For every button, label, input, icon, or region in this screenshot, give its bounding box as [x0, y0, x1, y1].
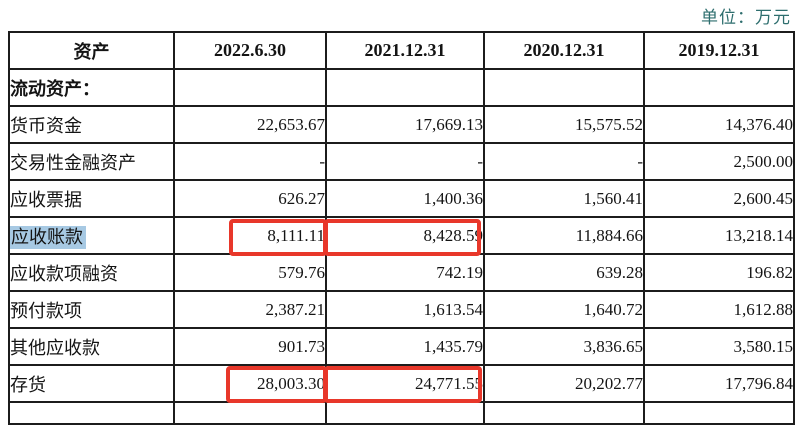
value-cell: 1,435.79: [325, 327, 485, 366]
value-cell: 901.73: [173, 327, 327, 366]
empty-cell: [483, 401, 645, 425]
table-row: 应收票据 626.27 1,400.36 1,560.41 2,600.45: [8, 179, 795, 218]
empty-cell: [643, 401, 795, 425]
section-label: 流动资产：: [8, 68, 175, 107]
column-header-2019-12-31: 2019.12.31: [643, 31, 795, 70]
value-cell: 17,796.84: [643, 364, 795, 403]
value-cell: 1,613.54: [325, 290, 485, 329]
table-row-inventory: 存货 28,003.30 24,771.55 20,202.77 17,796.…: [8, 364, 795, 403]
value-cell-boxed: 8,111.11: [173, 216, 327, 255]
financial-assets-table: 资产 2022.6.30 2021.12.31 2020.12.31 2019.…: [8, 31, 795, 425]
empty-cell: [173, 68, 327, 107]
value-cell-boxed: 24,771.55: [325, 364, 485, 403]
empty-cell: [325, 68, 485, 107]
unit-label: 单位：万元: [701, 8, 791, 27]
value-cell: 1,612.88: [643, 290, 795, 329]
table-row: 应收款项融资 579.76 742.19 639.28 196.82: [8, 253, 795, 292]
table-row: 预付款项 2,387.21 1,613.54 1,640.72 1,612.88: [8, 290, 795, 329]
column-header-2021-12-31: 2021.12.31: [325, 31, 485, 70]
table-row: 货币资金 22,653.67 17,669.13 15,575.52 14,37…: [8, 105, 795, 144]
row-label: 交易性金融资产: [8, 142, 175, 181]
value-cell: -: [483, 142, 645, 181]
value-cell: -: [325, 142, 485, 181]
column-header-asset: 资产: [8, 31, 175, 70]
value-cell: 1,400.36: [325, 179, 485, 218]
value-cell: 2,500.00: [643, 142, 795, 181]
value-cell: 22,653.67: [173, 105, 327, 144]
value-cell: 196.82: [643, 253, 795, 292]
header-row: 资产 2022.6.30 2021.12.31 2020.12.31 2019.…: [8, 31, 795, 70]
value-cell: -: [173, 142, 327, 181]
value-cell: 1,560.41: [483, 179, 645, 218]
row-label: 其他应收款: [8, 327, 175, 366]
value-cell-boxed: 8,428.59: [325, 216, 485, 255]
value-cell: 13,218.14: [643, 216, 795, 255]
empty-cell: [483, 68, 645, 107]
value-cell-boxed: 28,003.30: [173, 364, 327, 403]
row-label: 存货: [8, 364, 175, 403]
row-label: 货币资金: [8, 105, 175, 144]
value-cell: 11,884.66: [483, 216, 645, 255]
value-cell: 579.76: [173, 253, 327, 292]
value-cell: 742.19: [325, 253, 485, 292]
value-cell: 626.27: [173, 179, 327, 218]
value-cell: 1,640.72: [483, 290, 645, 329]
partial-row: [8, 401, 795, 425]
row-label: 应收票据: [8, 179, 175, 218]
empty-cell: [8, 401, 175, 425]
table-row: 其他应收款 901.73 1,435.79 3,836.65 3,580.15: [8, 327, 795, 366]
empty-cell: [173, 401, 327, 425]
selected-text-highlight: 应收账款: [11, 225, 86, 249]
column-header-2022-6-30: 2022.6.30: [173, 31, 327, 70]
value-cell: 2,387.21: [173, 290, 327, 329]
row-label: 预付款项: [8, 290, 175, 329]
table-row: 交易性金融资产 - - - 2,500.00: [8, 142, 795, 181]
value-cell: 3,580.15: [643, 327, 795, 366]
column-header-2020-12-31: 2020.12.31: [483, 31, 645, 70]
value-cell: 639.28: [483, 253, 645, 292]
row-label: 应收账款: [8, 216, 175, 255]
value-cell: 15,575.52: [483, 105, 645, 144]
section-row: 流动资产：: [8, 68, 795, 107]
value-cell: 14,376.40: [643, 105, 795, 144]
table-row-accounts-receivable: 应收账款 8,111.11 8,428.59 11,884.66 13,218.…: [8, 216, 795, 255]
value-cell: 17,669.13: [325, 105, 485, 144]
financial-table-page: { "unit_label": "单位：万元", "colors": { "an…: [8, 8, 795, 425]
value-cell: 3,836.65: [483, 327, 645, 366]
row-label: 应收款项融资: [8, 253, 175, 292]
value-cell: 2,600.45: [643, 179, 795, 218]
value-cell: 20,202.77: [483, 364, 645, 403]
empty-cell: [325, 401, 485, 425]
empty-cell: [643, 68, 795, 107]
